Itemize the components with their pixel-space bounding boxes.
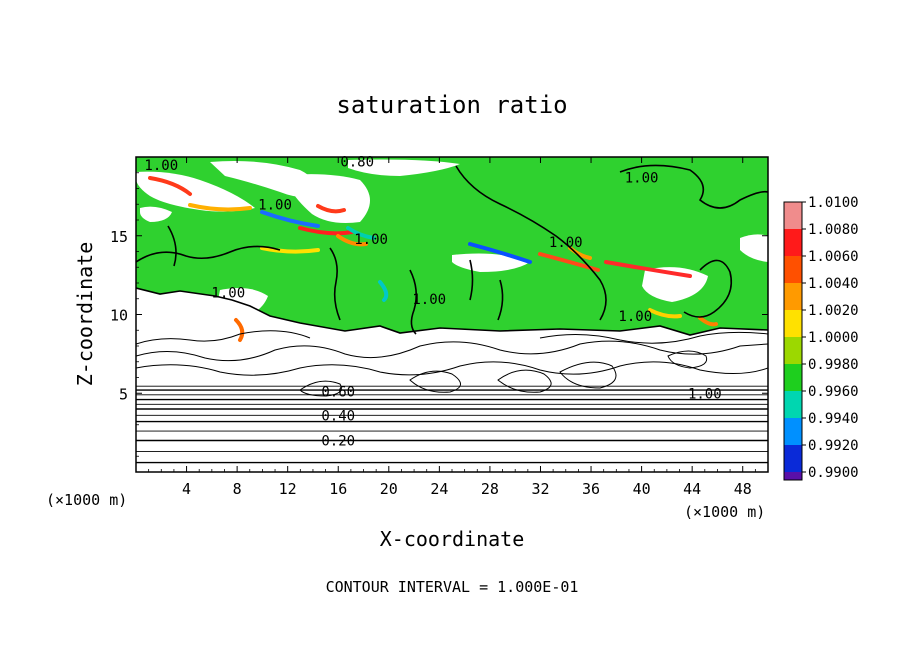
x-tick-label: 32: [531, 480, 549, 498]
colorbar-frame: [783, 201, 803, 481]
plot-field: [136, 157, 768, 472]
colorbar-swatch: [784, 364, 802, 391]
contour-interval-note: CONTOUR INTERVAL = 1.000E-01: [326, 578, 579, 596]
x-tick-label: 24: [430, 480, 448, 498]
colorbar-label: 1.0000: [808, 330, 859, 346]
contour-label: 1.00: [258, 197, 292, 213]
saturation-contours: [136, 164, 768, 336]
colorbar-swatch: [784, 418, 802, 445]
x-tick-label: 12: [279, 480, 297, 498]
contour-label: 0.20: [321, 434, 355, 450]
contour-label: 0.80: [340, 155, 374, 171]
colorbar-label: 1.0100: [808, 195, 859, 211]
y-tick-label: 10: [110, 307, 128, 325]
colorbar-swatch: [784, 310, 802, 337]
colorbar-swatch: [784, 445, 802, 472]
contour-label: 1.00: [211, 285, 245, 301]
colorbar-swatch: [784, 337, 802, 364]
y-tick-label: 15: [110, 228, 128, 246]
x-tick-label: 48: [734, 480, 752, 498]
contour-labels: 1.00 0.80 1.00 1.00 1.00 1.00 1.00 1.00 1.00 0.60…: [144, 155, 721, 450]
x-tick-label: 20: [380, 480, 398, 498]
x-tick-label: 16: [329, 480, 347, 498]
x-axis-units-left: (×1000 m): [46, 491, 127, 509]
stable-contour-lines: [136, 385, 768, 464]
colorbar-swatch: [784, 256, 802, 283]
supersaturation-streaks: [148, 176, 718, 342]
x-tick-label: 28: [481, 480, 499, 498]
colorbar-swatch: [784, 202, 802, 229]
x-tick-label: 40: [633, 480, 651, 498]
colorbar-swatch: [784, 391, 802, 418]
contour-label: 1.00: [688, 386, 722, 402]
contour-label: 0.40: [321, 408, 355, 424]
colorbar-label: 0.9900: [808, 465, 859, 481]
dry-patch-4: [348, 159, 460, 176]
x-axis-units-right: (×1000 m): [684, 503, 765, 521]
x-tick-label: 36: [582, 480, 600, 498]
colorbar: 1.0100 1.0080 1.0060 1.0040 1.0020 1.0000 0.99…: [783, 195, 859, 481]
dry-patch-7: [740, 234, 768, 262]
x-tick-label: 4: [182, 480, 191, 498]
x-tick-label: 44: [683, 480, 701, 498]
colorbar-label: 0.9940: [808, 411, 859, 427]
colorbar-label: 0.9920: [808, 438, 859, 454]
y-axis-label: Z-coordinate: [73, 242, 97, 387]
colorbar-label: 0.9960: [808, 384, 859, 400]
x-axis-ticks: 4 8 12 16 20 24 28 32 36 40 44 48: [148, 157, 756, 498]
contour-label: 1.00: [618, 309, 652, 325]
dry-patch-3: [290, 174, 370, 223]
contour-label: 1.00: [625, 170, 659, 186]
chart-title: saturation ratio: [336, 91, 567, 119]
x-tick-label: 8: [233, 480, 242, 498]
contour-label: 0.60: [321, 385, 355, 401]
saturated-region: [136, 157, 768, 335]
x-axis-label: X-coordinate: [380, 527, 525, 551]
colorbar-label: 0.9980: [808, 357, 859, 373]
contour-label: 1.00: [412, 292, 446, 308]
colorbar-swatch: [784, 229, 802, 256]
colorbar-swatch: [784, 472, 802, 480]
y-tick-label: 5: [119, 385, 128, 403]
contour-label: 1.00: [354, 232, 388, 248]
colorbar-label: 1.0040: [808, 276, 859, 292]
dry-patch-5: [140, 206, 172, 222]
colorbar-label: 1.0020: [808, 303, 859, 319]
y-axis-ticks: 5 10 15: [110, 172, 768, 457]
wave-contours: [136, 330, 768, 397]
colorbar-label: 1.0060: [808, 249, 859, 265]
contour-label: 1.00: [549, 235, 583, 251]
contour-label: 1.00: [144, 158, 178, 174]
colorbar-label: 1.0080: [808, 222, 859, 238]
colorbar-swatch: [784, 283, 802, 310]
